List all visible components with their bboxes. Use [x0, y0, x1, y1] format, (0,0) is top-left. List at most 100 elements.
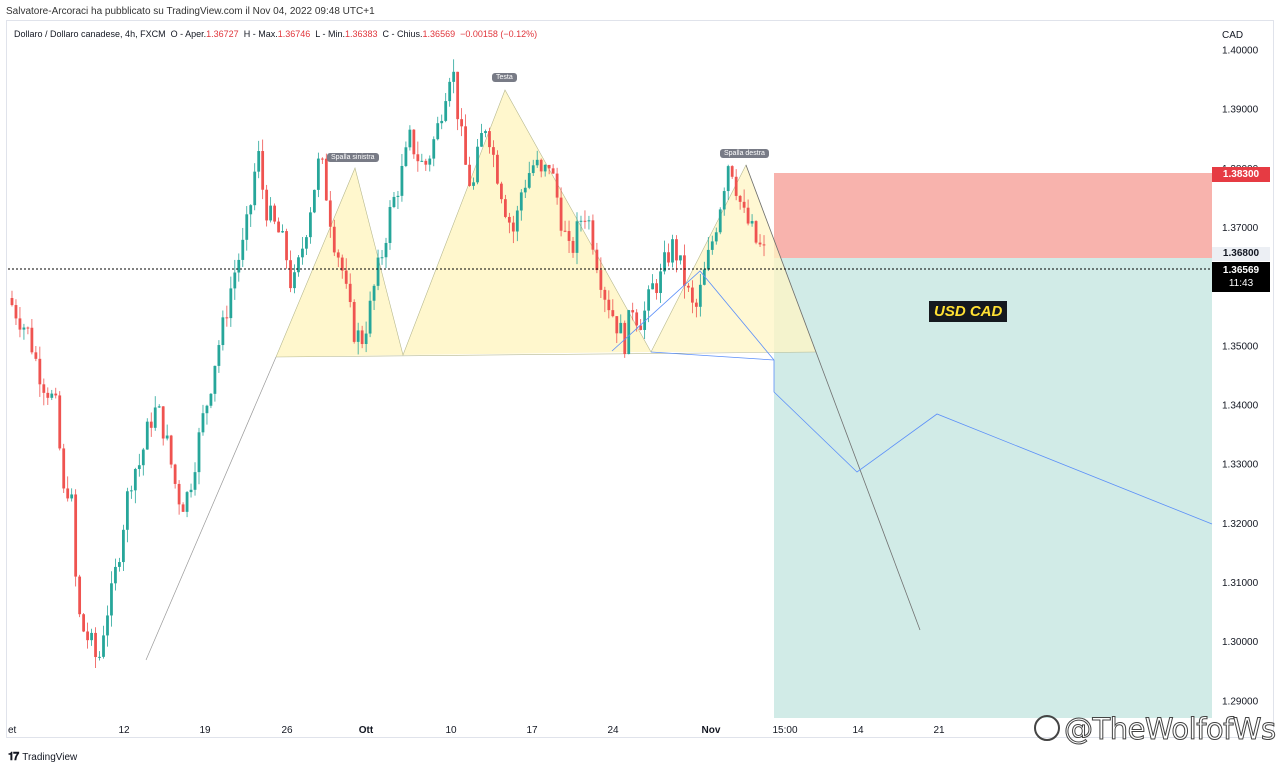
- candle-body: [309, 212, 312, 238]
- candle-body: [738, 195, 742, 202]
- candle-body: [66, 488, 70, 499]
- bar-countdown: 11:43: [1228, 278, 1254, 289]
- candle-body: [595, 249, 599, 271]
- candle-body: [380, 257, 384, 259]
- candle-body: [157, 406, 161, 408]
- candle-body: [511, 222, 515, 232]
- candle-body: [659, 271, 662, 294]
- close-value: 1.36569: [422, 29, 456, 39]
- candle-body: [571, 240, 575, 253]
- stop-zone[interactable]: [774, 173, 1212, 258]
- candle-body: [185, 492, 189, 512]
- candle-body: [289, 260, 292, 289]
- candle-body: [253, 171, 257, 206]
- candle-body: [141, 449, 145, 466]
- candle-body: [679, 255, 682, 261]
- projection-entry-line[interactable]: [650, 351, 775, 361]
- candle-body: [237, 259, 241, 273]
- close-short-label: C: [382, 29, 390, 39]
- candle-body: [472, 182, 475, 186]
- y-tick-label: 1.37000: [1222, 223, 1259, 234]
- left-shoulder-shape[interactable]: [276, 168, 403, 357]
- candle-body: [519, 192, 523, 211]
- candle-body: [488, 131, 491, 148]
- entry-price-tag: 1.36800: [1212, 247, 1270, 261]
- facebook-icon: [1034, 715, 1060, 741]
- close-label: Chius.: [397, 29, 423, 39]
- candle-body: [217, 345, 221, 366]
- candle-body: [257, 151, 261, 172]
- candle-body: [440, 120, 444, 124]
- candle-body: [531, 165, 535, 174]
- candle-body: [54, 393, 58, 396]
- candle-body: [396, 195, 400, 197]
- y-tick-label: 1.34000: [1222, 400, 1259, 411]
- candle-body: [523, 187, 527, 193]
- head-shape[interactable]: [403, 90, 651, 355]
- candle-body: [364, 333, 368, 345]
- candle-body: [551, 168, 555, 174]
- candle-body: [169, 435, 173, 465]
- uptrend-line[interactable]: [145, 356, 277, 661]
- candle-body: [285, 231, 288, 261]
- target-zone[interactable]: [774, 258, 1212, 718]
- candle-body: [221, 317, 225, 346]
- candle-body: [261, 151, 265, 190]
- candle-body: [428, 158, 432, 165]
- candle-group: [10, 59, 766, 668]
- tradingview-icon: 𝟏𝟕: [8, 751, 19, 763]
- candle-body: [603, 289, 607, 300]
- candle-body: [496, 154, 499, 184]
- candle-body: [324, 158, 328, 201]
- x-tick-label: 10: [445, 725, 457, 736]
- candle-body: [265, 189, 269, 221]
- candle-body: [706, 249, 710, 270]
- candle-body: [137, 465, 141, 470]
- candle-body: [58, 395, 62, 449]
- candle-body: [90, 632, 93, 641]
- symbol-name: Dollaro / Dollaro canadese, 4h, FXCM: [14, 29, 166, 39]
- right-shoulder-label: Spalla destra: [720, 149, 769, 158]
- projection-path[interactable]: [611, 270, 1213, 525]
- candle-body: [149, 421, 153, 428]
- candle-body: [687, 285, 690, 288]
- candle-body: [129, 490, 133, 492]
- candle-body: [718, 209, 722, 233]
- candle-body: [281, 231, 284, 233]
- candle-body: [388, 206, 392, 243]
- candle-body: [86, 631, 89, 641]
- watermark: @TheWolfofWs: [1034, 712, 1277, 747]
- y-tick-label: 1.39000: [1222, 105, 1259, 116]
- candle-body: [133, 469, 137, 491]
- candle-body: [249, 205, 253, 215]
- usd-cad-annotation[interactable]: USD CAD: [929, 301, 1008, 322]
- neckline[interactable]: [275, 351, 817, 358]
- candle-body: [527, 173, 531, 188]
- projection-line-grey[interactable]: [745, 164, 921, 631]
- y-axis: CAD1.400001.390001.380001.370001.360001.…: [1222, 30, 1259, 707]
- candle-body: [189, 489, 193, 493]
- candle-body: [332, 226, 336, 253]
- candle-body: [563, 230, 567, 232]
- candle-body: [408, 129, 412, 148]
- candle-body: [567, 231, 571, 241]
- candle-body: [181, 504, 185, 512]
- head-label: Testa: [492, 73, 517, 82]
- candle-body: [122, 529, 125, 563]
- currency-label: CAD: [1222, 30, 1243, 41]
- x-tick-label: Ott: [359, 725, 374, 736]
- open-value: 1.36727: [206, 29, 239, 39]
- candle-body: [42, 384, 46, 393]
- left-shoulder-label: Spalla sinistra: [327, 153, 379, 162]
- high-short-label: H: [243, 29, 251, 39]
- candle-body: [145, 421, 149, 450]
- tradingview-logo[interactable]: 𝟏𝟕 TradingView: [8, 751, 77, 764]
- candle-body: [655, 283, 658, 294]
- candle-body: [22, 327, 26, 330]
- candle-body: [507, 216, 511, 223]
- candle-body: [225, 317, 229, 319]
- candle-body: [635, 312, 639, 326]
- candle-body: [277, 221, 280, 233]
- x-tick-label: Nov: [702, 725, 721, 736]
